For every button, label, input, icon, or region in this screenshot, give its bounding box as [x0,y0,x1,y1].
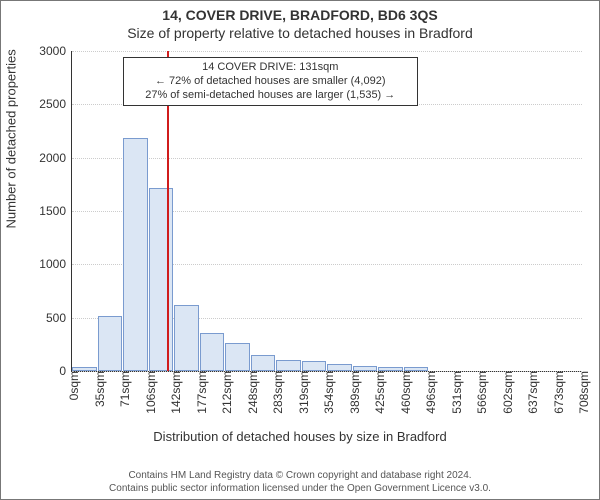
x-tick-label: 35sqm [89,371,107,407]
y-tick-label: 2500 [39,97,72,111]
x-tick-label: 248sqm [242,371,260,414]
x-tick-label: 212sqm [216,371,234,414]
y-tick-label: 3000 [39,44,72,58]
x-tick-label: 602sqm [497,371,515,414]
x-tick-label: 389sqm [344,371,362,414]
histogram-bar [98,316,123,371]
x-tick-label: 460sqm [395,371,413,414]
x-tick-label: 283sqm [267,371,285,414]
histogram-bar [302,361,327,371]
x-tick-label: 354sqm [318,371,336,414]
gridline [72,158,582,159]
histogram-bar [225,343,250,371]
x-tick-label: 319sqm [293,371,311,414]
x-tick-label: 106sqm [140,371,158,414]
annotation-line1: 14 COVER DRIVE: 131sqm [130,61,411,75]
histogram-bar [327,364,352,371]
gridline [72,51,582,52]
chart-title-address: 14, COVER DRIVE, BRADFORD, BD6 3QS [1,7,599,23]
plot-area: 14 COVER DRIVE: 131sqm ← 72% of detached… [71,51,582,372]
x-tick-label: 496sqm [420,371,438,414]
x-tick-label: 71sqm [114,371,132,407]
x-tick-label: 566sqm [471,371,489,414]
x-tick-label: 425sqm [369,371,387,414]
x-tick-label: 708sqm [573,371,591,414]
annotation-line3: 27% of semi-detached houses are larger (… [130,89,411,103]
y-axis-label: Number of detached properties [4,209,19,229]
histogram-bar [174,305,199,371]
annotation-box: 14 COVER DRIVE: 131sqm ← 72% of detached… [123,57,418,106]
x-tick-label: 637sqm [522,371,540,414]
annotation-line2: ← 72% of detached houses are smaller (4,… [130,75,411,89]
y-tick-label: 2000 [39,151,72,165]
x-tick-label: 673sqm [548,371,566,414]
x-axis-label: Distribution of detached houses by size … [1,429,599,444]
histogram-bar [149,188,174,371]
x-tick-label: 177sqm [191,371,209,414]
x-tick-label: 0sqm [63,371,81,400]
chart-frame: 14, COVER DRIVE, BRADFORD, BD6 3QS Size … [0,0,600,500]
x-tick-label: 142sqm [165,371,183,414]
histogram-bar [123,138,148,371]
histogram-bar [200,333,225,371]
footer: Contains HM Land Registry data © Crown c… [1,469,599,495]
y-tick-label: 1000 [39,257,72,271]
footer-line1: Contains HM Land Registry data © Crown c… [1,469,599,482]
x-tick-label: 531sqm [446,371,464,414]
histogram-bar [251,355,276,371]
chart-subtitle: Size of property relative to detached ho… [1,25,599,41]
histogram-bar [276,360,301,371]
y-tick-label: 500 [46,311,72,325]
footer-line2: Contains public sector information licen… [1,482,599,495]
y-tick-label: 1500 [39,204,72,218]
